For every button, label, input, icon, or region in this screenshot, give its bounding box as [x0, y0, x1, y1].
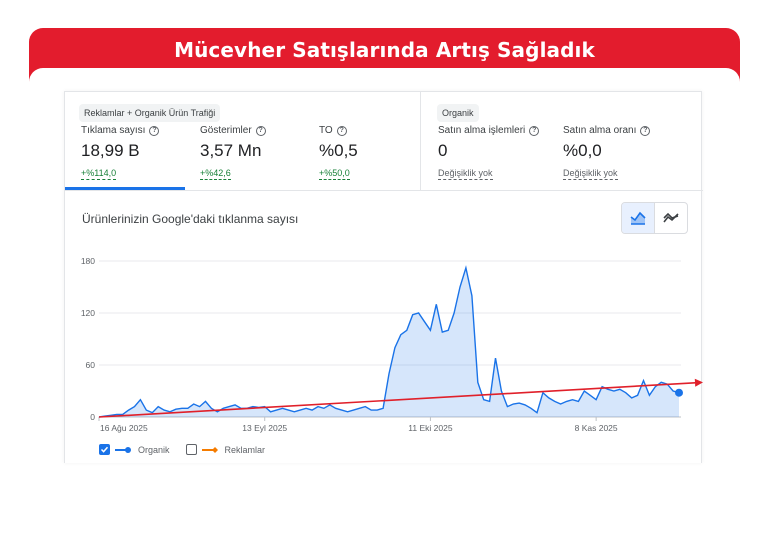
help-icon[interactable]: ?: [529, 125, 540, 136]
help-icon[interactable]: ?: [255, 125, 266, 136]
help-icon[interactable]: ?: [149, 125, 160, 136]
line-chart-icon: [663, 212, 679, 223]
area-chart-icon: [630, 211, 646, 225]
metric-purchases-value: 0: [438, 141, 448, 160]
banner-title: Mücevher Satışlarında Artış Sağladık: [174, 38, 595, 62]
metric-purchase-rate-title: Satın alma oranı: [563, 125, 637, 136]
organic-series-area: [99, 267, 679, 417]
metric-clicks-value: 18,99 B: [81, 141, 140, 160]
metric-impressions[interactable]: Gösterimler ? 3,57 Mn +%42,6: [200, 125, 266, 181]
group-label-organic: Organik: [437, 104, 479, 122]
metric-ctr-title: TO: [319, 125, 333, 136]
x-tick-label: 11 Eki 2025: [408, 423, 453, 433]
trend-line: [98, 381, 696, 418]
legend-organic[interactable]: Organik: [99, 444, 170, 455]
organic-checkbox[interactable]: [99, 444, 110, 455]
clicks-chart: 0 60 120 180 16 Ağu 2025 13 Eyl 2025 11 Eki 2…: [81, 256, 703, 433]
check-icon: [100, 446, 109, 453]
legend-organic-label: Organik: [138, 444, 170, 455]
metric-purchase-rate-change: Değişiklik yok: [563, 168, 618, 180]
banner-curve: [29, 68, 740, 88]
metrics-divider: [65, 190, 703, 191]
chart-title: Ürünlerinizin Google'daki tıklanma sayıs…: [82, 212, 299, 226]
metric-clicks-title: Tıklama sayısı: [81, 125, 146, 136]
ads-checkbox[interactable]: [185, 444, 197, 455]
x-tick-label: 13 Eyl 2025: [242, 423, 287, 433]
metric-purchase-rate[interactable]: Satın alma oranı ? %0,0 Değişiklik yok: [563, 125, 651, 181]
y-tick-label: 0: [90, 412, 95, 422]
metric-ctr-change: +%50,0: [319, 168, 350, 180]
help-icon[interactable]: ?: [336, 125, 347, 136]
x-tick-label: 16 Ağu 2025: [100, 423, 148, 433]
ads-legend-marker: [201, 446, 218, 453]
organic-last-point: [675, 388, 683, 397]
metrics-ads-organic[interactable]: Reklamlar + Organik Ürün Trafiği Tıklama…: [65, 92, 421, 190]
legend-ads-label: Reklamlar: [224, 444, 266, 455]
group-label-ads-organic: Reklamlar + Organik Ürün Trafiği: [79, 104, 221, 122]
legend-ads[interactable]: Reklamlar: [185, 444, 266, 455]
y-tick-label: 60: [86, 360, 96, 370]
metric-impressions-title: Gösterimler: [200, 125, 252, 136]
metric-purchases-title: Satın alma işlemleri: [438, 125, 526, 136]
x-tick-label: 8 Kas 2025: [575, 423, 618, 433]
metrics-organic[interactable]: Organik Satın alma işlemleri ? 0 Değişik…: [422, 92, 703, 190]
metric-impressions-value: 3,57 Mn: [200, 141, 262, 160]
organic-legend-marker: [115, 446, 131, 453]
metric-ctr[interactable]: TO ? %0,5 +%50,0: [319, 125, 358, 181]
performance-card: Reklamlar + Organik Ürün Trafiği Tıklama…: [64, 91, 703, 463]
organic-series-line: [98, 265, 680, 418]
metric-purchase-rate-value: %0,0: [563, 141, 602, 160]
metric-ctr-value: %0,5: [319, 141, 358, 160]
chart-type-toggle: [621, 202, 688, 234]
line-chart-button[interactable]: [655, 203, 688, 233]
y-tick-label: 120: [81, 308, 95, 318]
metric-impressions-change: +%42,6: [200, 168, 231, 180]
help-icon[interactable]: ?: [640, 125, 651, 136]
metric-clicks[interactable]: Tıklama sayısı ? 18,99 B +%114,0: [81, 125, 160, 181]
selected-tab-indicator: [65, 187, 185, 190]
metric-clicks-change: +%114,0: [81, 168, 117, 180]
metric-purchases-change: Değişiklik yok: [438, 168, 493, 180]
area-chart-button[interactable]: [622, 203, 655, 233]
y-tick-label: 180: [81, 256, 95, 266]
metric-purchases[interactable]: Satın alma işlemleri ? 0 Değişiklik yok: [438, 125, 540, 181]
chart-legend: Organik Reklamlar: [99, 444, 265, 455]
trend-arrowhead: [694, 378, 703, 387]
